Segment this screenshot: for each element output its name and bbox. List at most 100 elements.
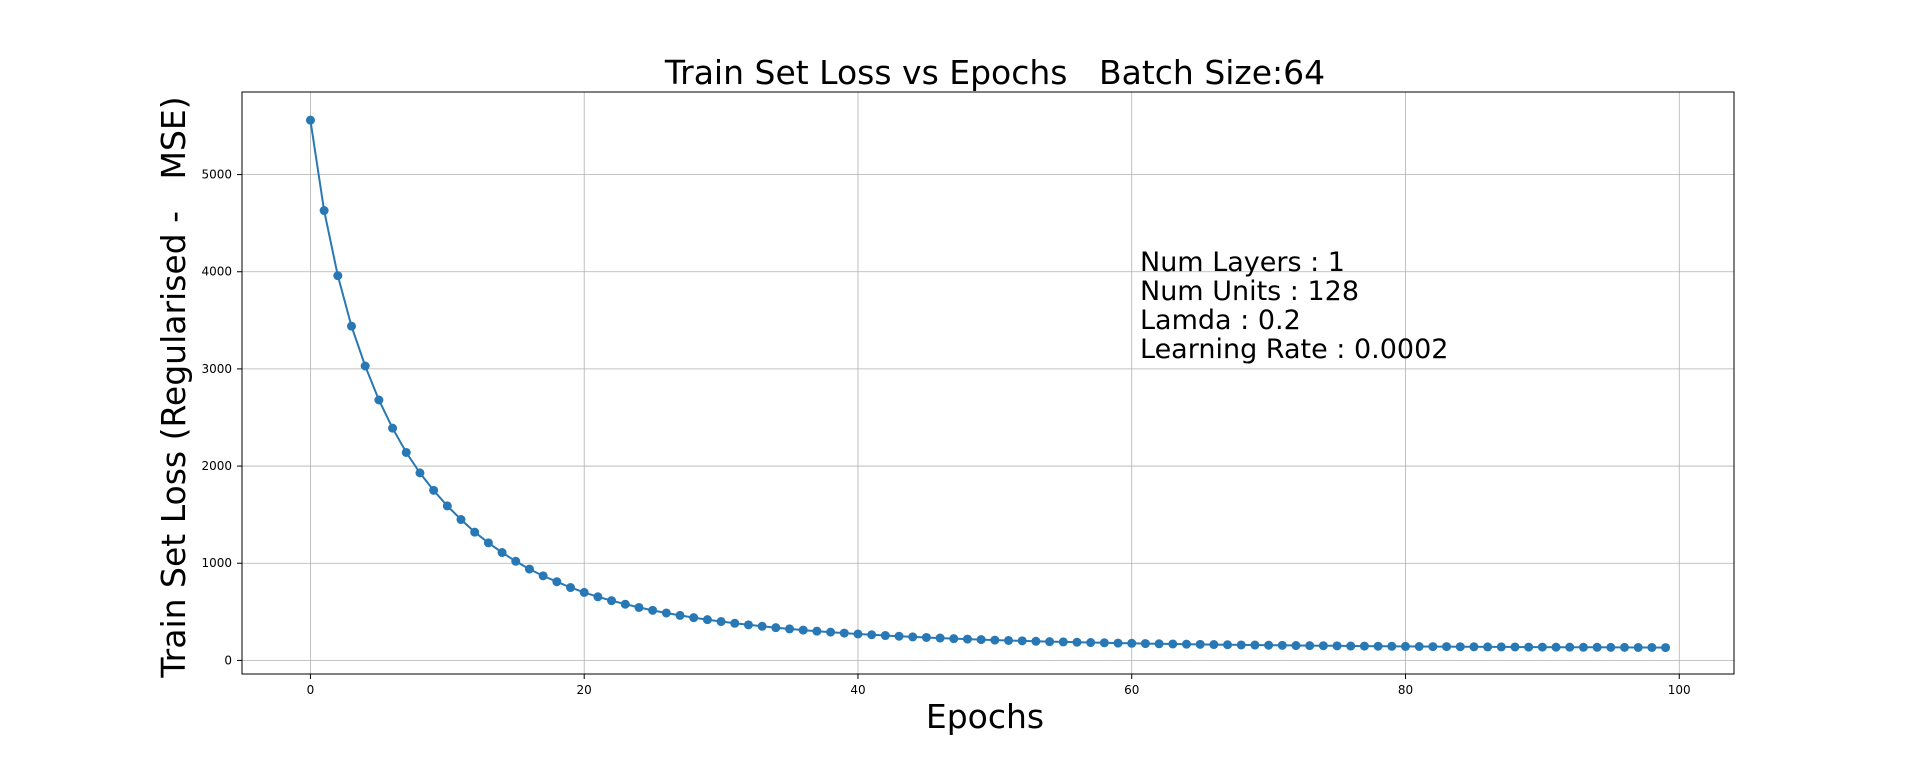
data-point bbox=[1578, 642, 1588, 652]
data-point bbox=[812, 626, 822, 636]
data-point bbox=[1099, 638, 1109, 648]
data-point bbox=[1127, 638, 1137, 648]
data-point bbox=[1387, 641, 1397, 651]
data-point bbox=[675, 610, 685, 620]
data-point bbox=[785, 624, 795, 634]
data-point bbox=[1004, 635, 1014, 645]
data-point bbox=[470, 527, 480, 537]
data-point bbox=[689, 613, 699, 623]
data-point bbox=[880, 631, 890, 641]
x-tick-label: 20 bbox=[577, 683, 592, 697]
data-point bbox=[333, 271, 343, 281]
data-point bbox=[1168, 639, 1178, 649]
data-point bbox=[1086, 638, 1096, 648]
data-point bbox=[826, 627, 836, 637]
x-tick-label: 80 bbox=[1398, 683, 1413, 697]
data-point bbox=[1592, 642, 1602, 652]
data-point bbox=[1195, 639, 1205, 649]
data-point bbox=[1305, 641, 1315, 651]
data-point bbox=[935, 633, 945, 643]
data-point bbox=[1551, 642, 1561, 652]
data-point bbox=[976, 635, 986, 645]
data-point bbox=[1277, 640, 1287, 650]
data-point bbox=[1209, 640, 1219, 650]
data-point bbox=[552, 577, 562, 587]
data-point bbox=[867, 630, 877, 640]
data-point bbox=[962, 634, 972, 644]
data-point bbox=[1647, 642, 1657, 652]
data-point bbox=[798, 625, 808, 635]
data-point bbox=[1455, 642, 1465, 652]
y-tick-label: 0 bbox=[224, 653, 232, 667]
chart-title: Train Set Loss vs Epochs Batch Size:64 bbox=[664, 53, 1325, 92]
data-point bbox=[1236, 640, 1246, 650]
data-point bbox=[1537, 642, 1547, 652]
data-point bbox=[1373, 641, 1383, 651]
data-point bbox=[1140, 639, 1150, 649]
data-point bbox=[1619, 642, 1629, 652]
data-point bbox=[757, 621, 767, 631]
series-line bbox=[309, 120, 1666, 649]
y-tick-label: 5000 bbox=[201, 168, 232, 182]
data-point bbox=[538, 571, 548, 581]
data-point bbox=[483, 538, 493, 548]
series-group bbox=[305, 115, 1671, 653]
data-point bbox=[415, 468, 425, 478]
data-point bbox=[374, 395, 384, 405]
x-tick-label: 100 bbox=[1668, 683, 1691, 697]
data-point bbox=[1524, 642, 1534, 652]
annotation-line: Num Units : 128 bbox=[1140, 276, 1359, 307]
data-point bbox=[579, 587, 589, 597]
data-point bbox=[1223, 640, 1233, 650]
data-point bbox=[524, 564, 534, 574]
data-point bbox=[1291, 641, 1301, 651]
data-point bbox=[1058, 637, 1068, 647]
data-point bbox=[1510, 642, 1520, 652]
data-point bbox=[1017, 636, 1027, 646]
data-point bbox=[1565, 642, 1575, 652]
data-point bbox=[716, 617, 726, 627]
data-point bbox=[908, 632, 918, 642]
data-point bbox=[1414, 642, 1424, 652]
data-point bbox=[1154, 639, 1164, 649]
data-point bbox=[771, 623, 781, 633]
data-point bbox=[497, 548, 507, 558]
data-point bbox=[1469, 642, 1479, 652]
data-point bbox=[1332, 641, 1342, 651]
data-point bbox=[401, 447, 411, 457]
data-point bbox=[1318, 641, 1328, 651]
data-point bbox=[921, 632, 931, 642]
data-point bbox=[566, 583, 576, 593]
data-point bbox=[949, 634, 959, 644]
data-point bbox=[634, 602, 644, 612]
data-point bbox=[1442, 642, 1452, 652]
data-point bbox=[1113, 638, 1123, 648]
data-point bbox=[661, 608, 671, 618]
x-tick-label: 40 bbox=[850, 683, 865, 697]
data-point bbox=[305, 115, 315, 125]
data-point bbox=[1606, 642, 1616, 652]
y-tick-label: 4000 bbox=[201, 265, 232, 279]
data-point bbox=[360, 361, 370, 371]
data-point bbox=[1496, 642, 1506, 652]
data-point bbox=[319, 206, 329, 216]
y-tick-label: 2000 bbox=[201, 459, 232, 473]
annotation-line: Learning Rate : 0.0002 bbox=[1140, 334, 1448, 365]
data-point bbox=[1346, 641, 1356, 651]
data-point bbox=[593, 592, 603, 602]
data-point bbox=[1428, 642, 1438, 652]
annotation-line: Lamda : 0.2 bbox=[1140, 305, 1301, 336]
data-point bbox=[1072, 637, 1082, 647]
data-point bbox=[607, 596, 617, 606]
y-tick-label: 3000 bbox=[201, 362, 232, 376]
data-point bbox=[1661, 643, 1671, 653]
data-point bbox=[894, 631, 904, 641]
data-point bbox=[743, 620, 753, 630]
x-axis-label: Epochs bbox=[926, 697, 1044, 736]
data-point bbox=[388, 423, 398, 433]
data-point bbox=[1031, 636, 1041, 646]
x-tick-label: 0 bbox=[307, 683, 315, 697]
data-point bbox=[1483, 642, 1493, 652]
